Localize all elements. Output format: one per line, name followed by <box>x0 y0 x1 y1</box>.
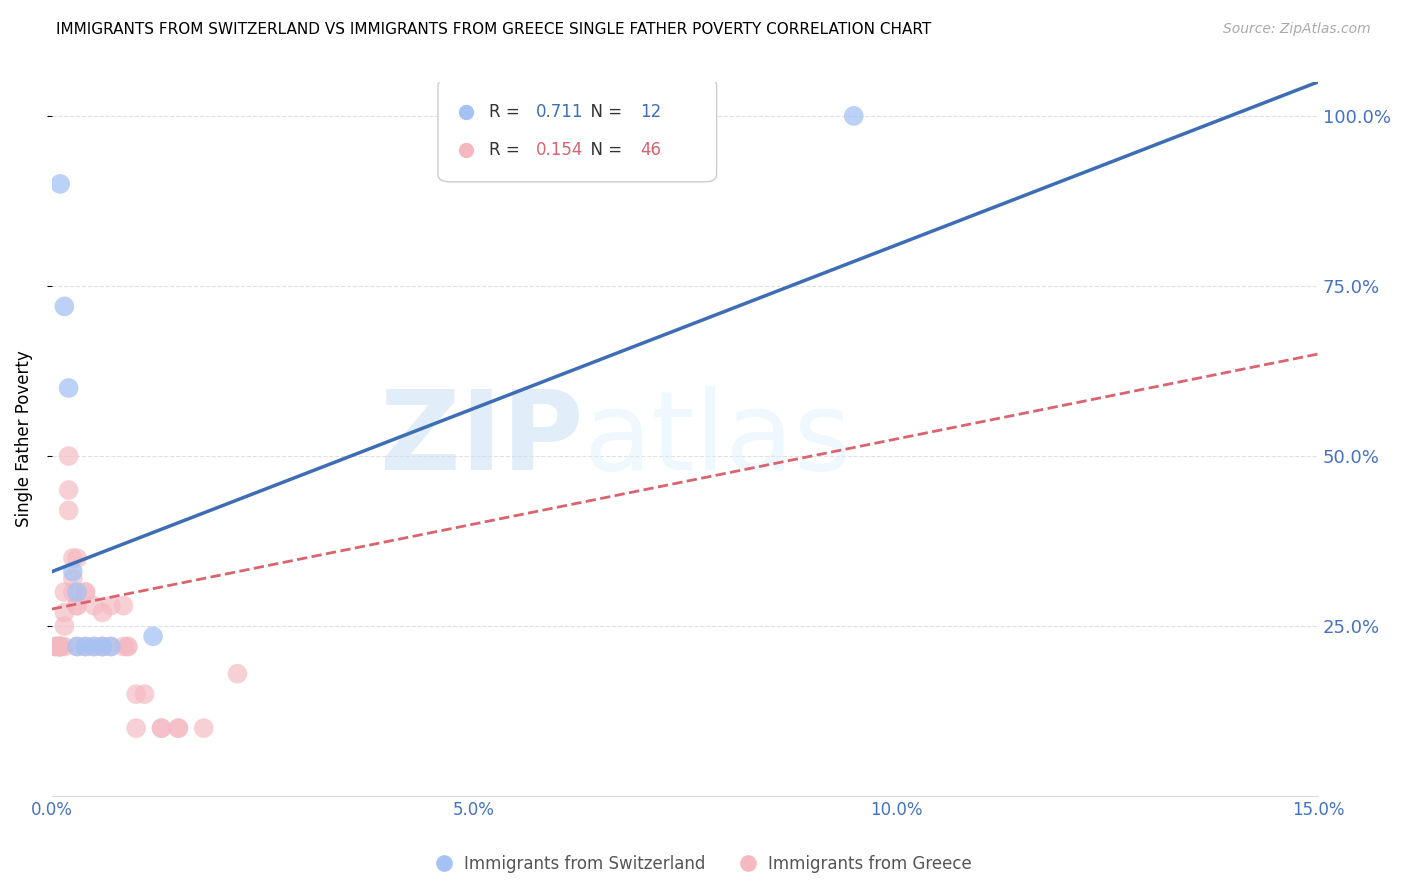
Text: R =: R = <box>489 103 524 121</box>
Point <box>62 572 84 586</box>
Point <box>75 585 97 599</box>
Point <box>100 640 122 654</box>
Point <box>53 619 76 633</box>
Text: 0.154: 0.154 <box>536 141 583 159</box>
Point <box>150 721 173 735</box>
Point <box>49 640 72 654</box>
Point <box>45 640 67 654</box>
Point <box>112 599 135 613</box>
Point <box>125 721 148 735</box>
Text: R =: R = <box>489 141 524 159</box>
Point <box>117 640 139 654</box>
Point <box>125 687 148 701</box>
Point <box>142 629 165 643</box>
Point <box>91 640 114 654</box>
Point <box>66 640 89 654</box>
Point <box>58 449 80 463</box>
Point <box>75 585 97 599</box>
Text: IMMIGRANTS FROM SWITZERLAND VS IMMIGRANTS FROM GREECE SINGLE FATHER POVERTY CORR: IMMIGRANTS FROM SWITZERLAND VS IMMIGRANT… <box>56 22 932 37</box>
Point <box>91 640 114 654</box>
Point <box>66 599 89 613</box>
Text: 46: 46 <box>641 141 662 159</box>
Point <box>49 640 72 654</box>
Point <box>53 585 76 599</box>
Point <box>226 666 249 681</box>
Point <box>49 640 72 654</box>
Legend: Immigrants from Switzerland, Immigrants from Greece: Immigrants from Switzerland, Immigrants … <box>427 848 979 880</box>
Text: atlas: atlas <box>583 385 852 492</box>
Point <box>75 640 97 654</box>
Point <box>83 640 105 654</box>
Point <box>66 585 89 599</box>
Point <box>58 381 80 395</box>
Point <box>62 551 84 566</box>
Point <box>167 721 190 735</box>
Point <box>842 109 865 123</box>
Text: N =: N = <box>579 141 627 159</box>
Text: N =: N = <box>579 103 627 121</box>
Point <box>49 640 72 654</box>
Text: Source: ZipAtlas.com: Source: ZipAtlas.com <box>1223 22 1371 37</box>
Point <box>53 640 76 654</box>
Point <box>66 599 89 613</box>
Point <box>66 551 89 566</box>
Point <box>45 640 67 654</box>
Point <box>134 687 156 701</box>
Text: 12: 12 <box>641 103 662 121</box>
Point <box>193 721 215 735</box>
Point <box>49 177 72 191</box>
Point <box>150 721 173 735</box>
FancyBboxPatch shape <box>439 78 717 182</box>
Point <box>100 640 122 654</box>
Point <box>91 606 114 620</box>
Point <box>75 640 97 654</box>
Point <box>58 483 80 497</box>
Point <box>117 640 139 654</box>
Point <box>49 640 72 654</box>
Point <box>62 585 84 599</box>
Point <box>45 640 67 654</box>
Point <box>83 599 105 613</box>
Point <box>100 599 122 613</box>
Point <box>167 721 190 735</box>
Y-axis label: Single Father Poverty: Single Father Poverty <box>15 351 32 527</box>
Point <box>91 640 114 654</box>
Point <box>66 640 89 654</box>
Point <box>53 606 76 620</box>
Point <box>62 565 84 579</box>
Point <box>53 299 76 313</box>
Point <box>112 640 135 654</box>
Point <box>58 503 80 517</box>
Text: 0.711: 0.711 <box>536 103 583 121</box>
Point <box>83 640 105 654</box>
Point <box>49 640 72 654</box>
Text: ZIP: ZIP <box>380 385 583 492</box>
